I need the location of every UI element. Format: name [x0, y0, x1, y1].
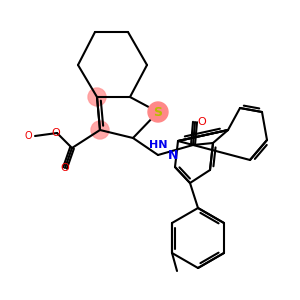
Text: N: N: [168, 149, 178, 162]
Circle shape: [88, 88, 106, 106]
Text: O: O: [61, 163, 69, 173]
Text: S: S: [154, 106, 163, 118]
Circle shape: [148, 102, 168, 122]
Text: O: O: [52, 128, 60, 138]
Text: O: O: [198, 117, 206, 127]
Circle shape: [91, 121, 109, 139]
Text: HN: HN: [149, 140, 167, 150]
Text: O: O: [24, 131, 32, 141]
